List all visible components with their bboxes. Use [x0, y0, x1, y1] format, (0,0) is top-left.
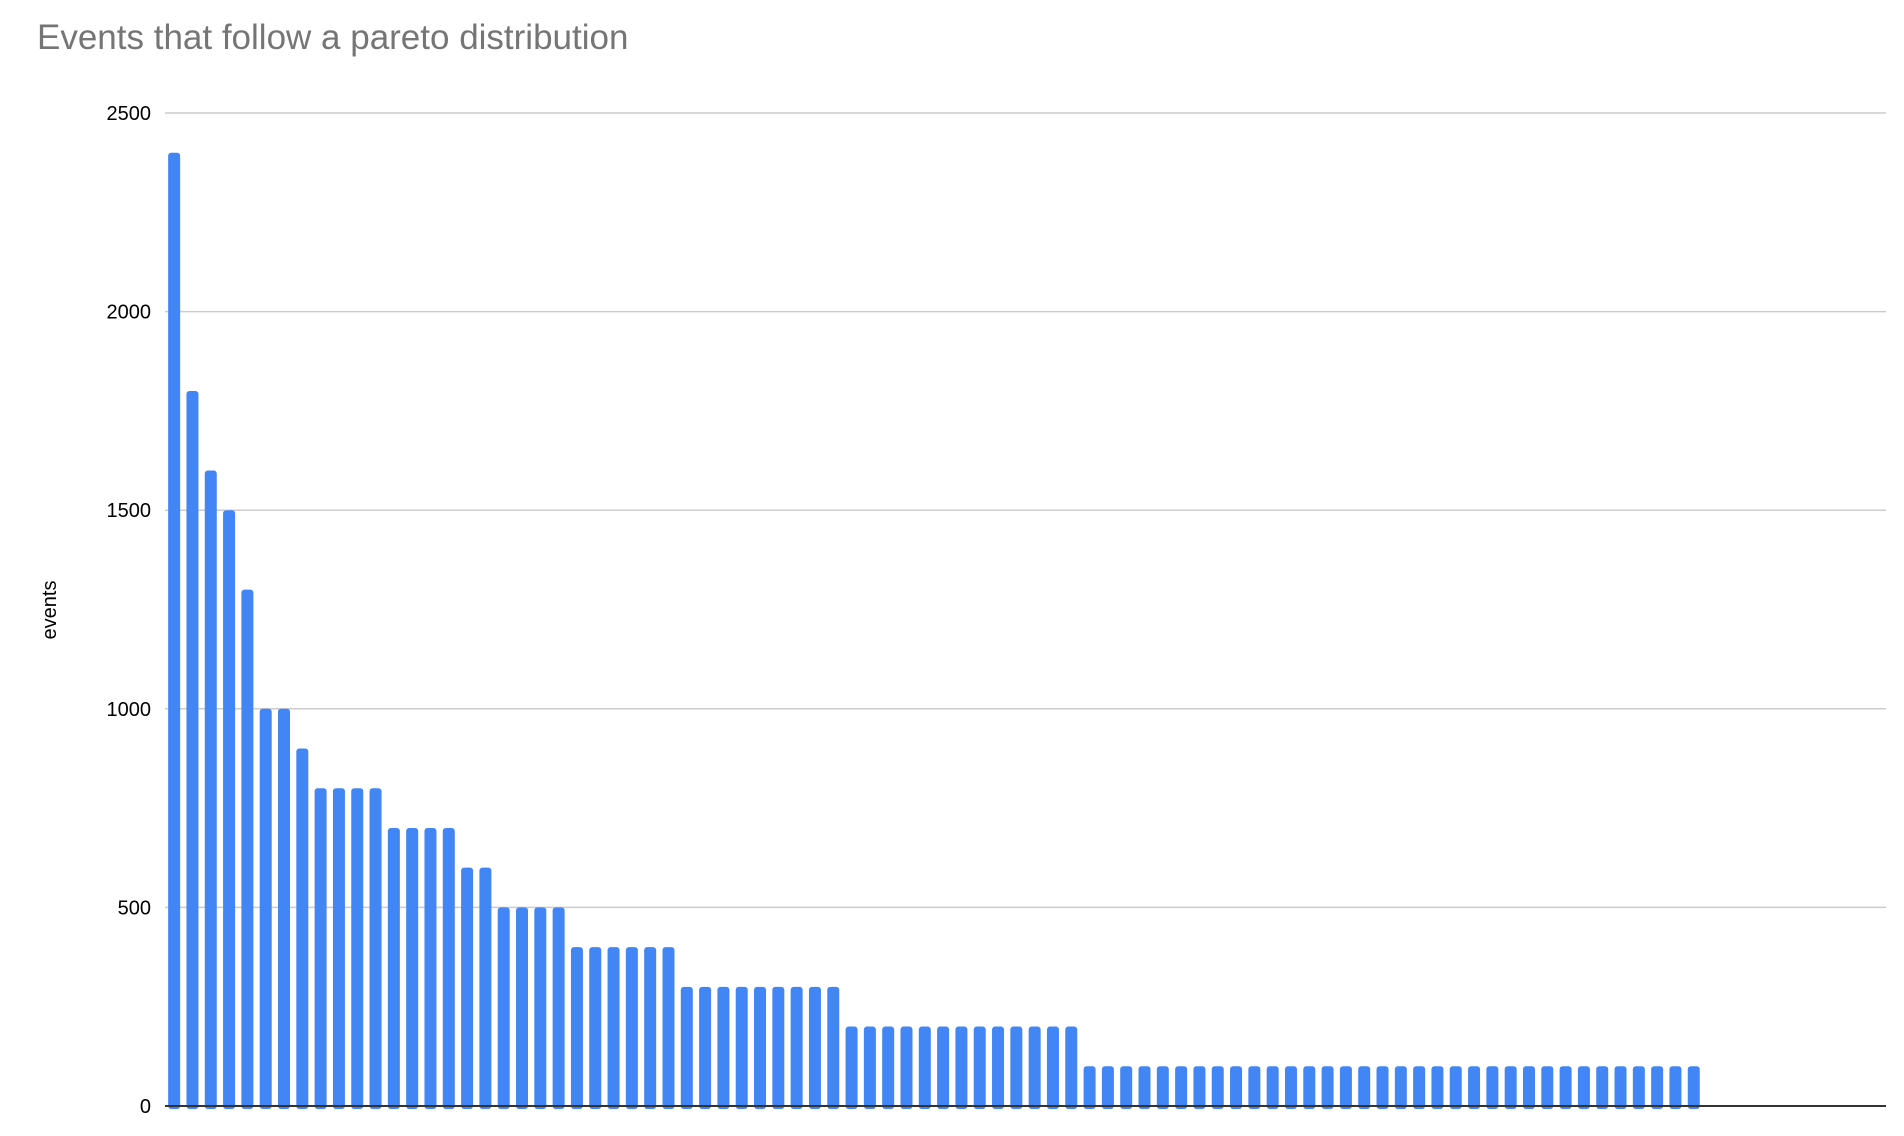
- bar: [1101, 1066, 1114, 1109]
- bar: [497, 907, 510, 1109]
- bar: [296, 748, 309, 1109]
- bar: [589, 947, 602, 1109]
- bar: [918, 1026, 931, 1109]
- bar: [1651, 1066, 1664, 1109]
- bar: [516, 907, 529, 1109]
- bar: [1339, 1066, 1352, 1109]
- bar: [1522, 1066, 1535, 1109]
- bar: [717, 986, 730, 1109]
- y-tick-label: 2500: [107, 103, 152, 125]
- bar: [644, 947, 657, 1109]
- y-tick-label: 0: [140, 1096, 151, 1118]
- bar: [1632, 1066, 1645, 1109]
- bar: [332, 788, 345, 1109]
- bar: [699, 986, 712, 1109]
- bar: [790, 986, 803, 1109]
- bar: [223, 510, 236, 1109]
- bar: [1211, 1066, 1224, 1109]
- bar: [754, 986, 767, 1109]
- bar: [1120, 1066, 1133, 1109]
- bar: [900, 1026, 913, 1109]
- y-tick-label: 2000: [107, 302, 152, 324]
- bar: [1559, 1066, 1572, 1109]
- bar: [1486, 1066, 1499, 1109]
- bar: [1010, 1026, 1023, 1109]
- bar: [680, 986, 693, 1109]
- bar: [992, 1026, 1005, 1109]
- chart-title: Events that follow a pareto distribution: [37, 18, 629, 57]
- bar: [1541, 1066, 1554, 1109]
- bar: [1303, 1066, 1316, 1109]
- bar: [534, 907, 547, 1109]
- bar: [1284, 1066, 1297, 1109]
- bar: [278, 708, 291, 1109]
- bar: [1358, 1066, 1371, 1109]
- bar: [424, 827, 437, 1109]
- bar: [625, 947, 638, 1109]
- bar: [1687, 1066, 1700, 1109]
- bar: [369, 788, 382, 1109]
- bar: [827, 986, 840, 1109]
- bar: [1028, 1026, 1041, 1109]
- bar: [882, 1026, 895, 1109]
- bar: [1230, 1066, 1243, 1109]
- bar: [168, 152, 181, 1110]
- bar: [662, 947, 675, 1109]
- bar: [845, 1026, 858, 1109]
- bar: [1504, 1066, 1517, 1109]
- bar: [1138, 1066, 1151, 1109]
- bar: [1596, 1066, 1609, 1109]
- bar: [461, 867, 474, 1109]
- bar: [1175, 1066, 1188, 1109]
- y-tick-label: 500: [118, 897, 151, 919]
- bar: [186, 391, 199, 1109]
- bar: [1577, 1066, 1590, 1109]
- bar: [1449, 1066, 1462, 1109]
- bar: [937, 1026, 950, 1109]
- bar: [387, 827, 400, 1109]
- bar: [1394, 1066, 1407, 1109]
- bar: [314, 788, 327, 1109]
- bar: [607, 947, 620, 1109]
- bar: [1046, 1026, 1059, 1109]
- y-tick-label: 1000: [107, 699, 152, 721]
- bar: [772, 986, 785, 1109]
- bar: [1248, 1066, 1261, 1109]
- bar: [241, 589, 254, 1109]
- bar: [1083, 1066, 1096, 1109]
- bar: [863, 1026, 876, 1109]
- bar: [442, 827, 455, 1109]
- bar: [552, 907, 565, 1109]
- bar: [1193, 1066, 1206, 1109]
- bar: [1266, 1066, 1279, 1109]
- bar: [1468, 1066, 1481, 1109]
- bar: [1156, 1066, 1169, 1109]
- bar: [1431, 1066, 1444, 1109]
- bar: [204, 470, 217, 1110]
- bar: [1321, 1066, 1334, 1109]
- bar: [973, 1026, 986, 1109]
- y-tick-label: 1500: [107, 500, 152, 522]
- y-axis-label: events: [39, 581, 61, 640]
- bar: [1065, 1026, 1078, 1109]
- bar: [479, 867, 492, 1109]
- bar: [351, 788, 364, 1109]
- bar: [1614, 1066, 1627, 1109]
- bar: [1669, 1066, 1682, 1109]
- bar: [570, 947, 583, 1109]
- bar: [406, 827, 419, 1109]
- bar: [259, 708, 272, 1109]
- bar: [1376, 1066, 1389, 1109]
- bar: [1413, 1066, 1426, 1109]
- bar: [735, 986, 748, 1109]
- bar: [955, 1026, 968, 1109]
- bar: [808, 986, 821, 1109]
